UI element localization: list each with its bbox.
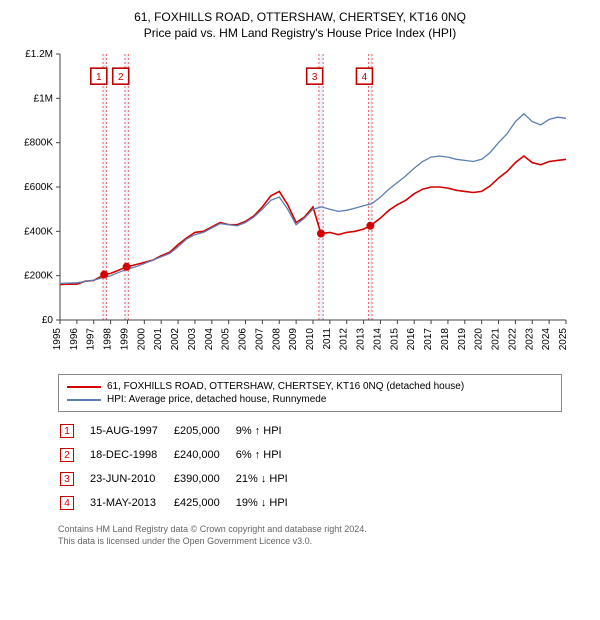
svg-text:2000: 2000 [136,328,147,351]
marker-badge: 4 [60,496,74,510]
svg-text:£200K: £200K [24,271,53,282]
svg-text:2018: 2018 [440,328,451,351]
svg-text:2009: 2009 [288,328,299,351]
svg-text:2012: 2012 [339,328,350,351]
legend-label: HPI: Average price, detached house, Runn… [107,394,326,405]
tx-delta: 19% ↓ HPI [236,492,302,514]
svg-text:2008: 2008 [271,328,282,351]
tx-price: £425,000 [174,492,234,514]
svg-text:1997: 1997 [86,328,97,351]
svg-text:£800K: £800K [24,138,53,149]
svg-text:3: 3 [312,72,318,83]
svg-text:2003: 2003 [187,328,198,351]
svg-text:2025: 2025 [558,328,569,351]
tx-price: £390,000 [174,468,234,490]
svg-text:2022: 2022 [507,328,518,351]
legend-label: 61, FOXHILLS ROAD, OTTERSHAW, CHERTSEY, … [107,381,464,392]
svg-text:2006: 2006 [238,328,249,351]
svg-text:2020: 2020 [474,328,485,351]
svg-text:£1M: £1M [34,93,53,104]
svg-text:2: 2 [118,72,124,83]
tx-delta: 21% ↓ HPI [236,468,302,490]
svg-text:1: 1 [96,72,102,83]
svg-text:2002: 2002 [170,328,181,351]
table-row: 1 15-AUG-1997£205,0009% ↑ HPI [60,420,302,442]
marker-badge: 3 [60,472,74,486]
svg-text:2005: 2005 [221,328,232,351]
svg-text:£400K: £400K [24,226,53,237]
svg-text:2007: 2007 [254,328,265,351]
svg-text:1996: 1996 [69,328,80,351]
svg-text:4: 4 [362,72,368,83]
legend-item: 61, FOXHILLS ROAD, OTTERSHAW, CHERTSEY, … [67,381,553,392]
svg-text:2016: 2016 [406,328,417,351]
svg-text:1995: 1995 [52,328,63,351]
chart-subtitle: Price paid vs. HM Land Registry's House … [8,26,592,40]
legend-item: HPI: Average price, detached house, Runn… [67,394,553,405]
svg-text:2011: 2011 [322,328,333,350]
tx-delta: 9% ↑ HPI [236,420,302,442]
tx-date: 31-MAY-2013 [90,492,172,514]
tx-price: £240,000 [174,444,234,466]
chart-area: £0 £200K £400K £600K £800K £1M £1.2M 1995 1996 19… [12,48,588,368]
svg-text:2013: 2013 [356,328,367,351]
svg-text:£0: £0 [42,315,54,326]
tx-date: 23-JUN-2010 [90,468,172,490]
marker-badge: 1 [60,424,74,438]
svg-text:2019: 2019 [457,328,468,351]
svg-text:2001: 2001 [153,328,164,351]
chart-title: 61, FOXHILLS ROAD, OTTERSHAW, CHERTSEY, … [8,10,592,24]
svg-text:1998: 1998 [103,328,114,351]
svg-text:2023: 2023 [524,328,535,351]
svg-text:2004: 2004 [204,328,215,351]
table-row: 2 18-DEC-1998£240,0006% ↑ HPI [60,444,302,466]
legend-swatch [67,386,101,388]
marker-badge: 2 [60,448,74,462]
svg-text:2017: 2017 [423,328,434,351]
tx-date: 15-AUG-1997 [90,420,172,442]
footer-line: Contains HM Land Registry data © Crown c… [58,524,562,536]
svg-text:£600K: £600K [24,182,53,193]
svg-text:2014: 2014 [372,328,383,351]
tx-date: 18-DEC-1998 [90,444,172,466]
svg-text:2015: 2015 [389,328,400,351]
svg-text:£1.2M: £1.2M [25,49,53,60]
line-chart-svg: £0 £200K £400K £600K £800K £1M £1.2M 1995 1996 19… [12,48,572,368]
legend: 61, FOXHILLS ROAD, OTTERSHAW, CHERTSEY, … [58,374,562,412]
footer-attribution: Contains HM Land Registry data © Crown c… [58,524,562,547]
legend-swatch [67,399,101,401]
svg-text:1999: 1999 [119,328,130,351]
svg-text:2010: 2010 [305,328,316,351]
svg-text:2021: 2021 [491,328,502,351]
svg-text:2024: 2024 [541,328,552,351]
tx-delta: 6% ↑ HPI [236,444,302,466]
footer-line: This data is licensed under the Open Gov… [58,536,562,548]
tx-price: £205,000 [174,420,234,442]
transactions-table: 1 15-AUG-1997£205,0009% ↑ HPI 2 18-DEC-1998… [58,418,304,516]
table-row: 3 23-JUN-2010£390,00021% ↓ HPI [60,468,302,490]
table-row: 4 31-MAY-2013£425,00019% ↓ HPI [60,492,302,514]
